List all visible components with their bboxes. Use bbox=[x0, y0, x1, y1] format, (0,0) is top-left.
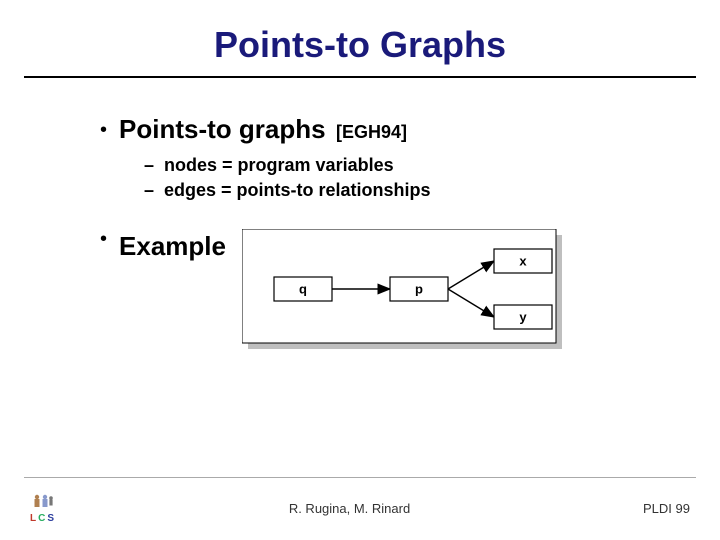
citation-text: [EGH94] bbox=[336, 122, 407, 142]
content-area: • Points-to graphs [EGH94] – nodes = pro… bbox=[0, 78, 720, 354]
points-to-diagram: q p x y bbox=[242, 229, 562, 354]
logo-letter-l: L bbox=[30, 513, 38, 524]
bullet-dot-icon: • bbox=[100, 229, 107, 249]
svg-text:p: p bbox=[415, 282, 423, 297]
dash-icon: – bbox=[144, 155, 154, 176]
logo-letter-s: S bbox=[47, 513, 56, 524]
logo-figures-icon bbox=[31, 493, 55, 511]
footer-venue: PLDI 99 bbox=[643, 501, 690, 516]
lcs-logo: LCS bbox=[30, 493, 56, 524]
bullet-example: • Example q p x y bbox=[100, 231, 660, 354]
diagram-svg: q p x y bbox=[242, 229, 562, 349]
slide-footer: LCS R. Rugina, M. Rinard PLDI 99 bbox=[0, 493, 720, 524]
svg-text:x: x bbox=[519, 254, 527, 269]
bullet-main-text: Points-to graphs bbox=[119, 114, 326, 144]
sub-bullet-list: – nodes = program variables – edges = po… bbox=[100, 155, 660, 201]
sub-text-edges: edges = points-to relationships bbox=[164, 180, 431, 201]
dash-icon: – bbox=[144, 180, 154, 201]
logo-letter-c: C bbox=[38, 513, 47, 524]
example-label: Example bbox=[119, 231, 226, 262]
sub-bullet-nodes: – nodes = program variables bbox=[144, 155, 660, 176]
svg-text:q: q bbox=[299, 282, 307, 297]
sub-bullet-edges: – edges = points-to relationships bbox=[144, 180, 660, 201]
sub-text-nodes: nodes = program variables bbox=[164, 155, 394, 176]
svg-text:y: y bbox=[519, 310, 527, 325]
slide-title: Points-to Graphs bbox=[0, 0, 720, 76]
logo-letters: LCS bbox=[30, 513, 56, 524]
bullet-points-to-graphs: • Points-to graphs [EGH94] bbox=[100, 114, 660, 145]
footer-divider bbox=[24, 477, 696, 478]
bullet-dot-icon: • bbox=[100, 120, 107, 140]
footer-authors: R. Rugina, M. Rinard bbox=[56, 501, 643, 516]
